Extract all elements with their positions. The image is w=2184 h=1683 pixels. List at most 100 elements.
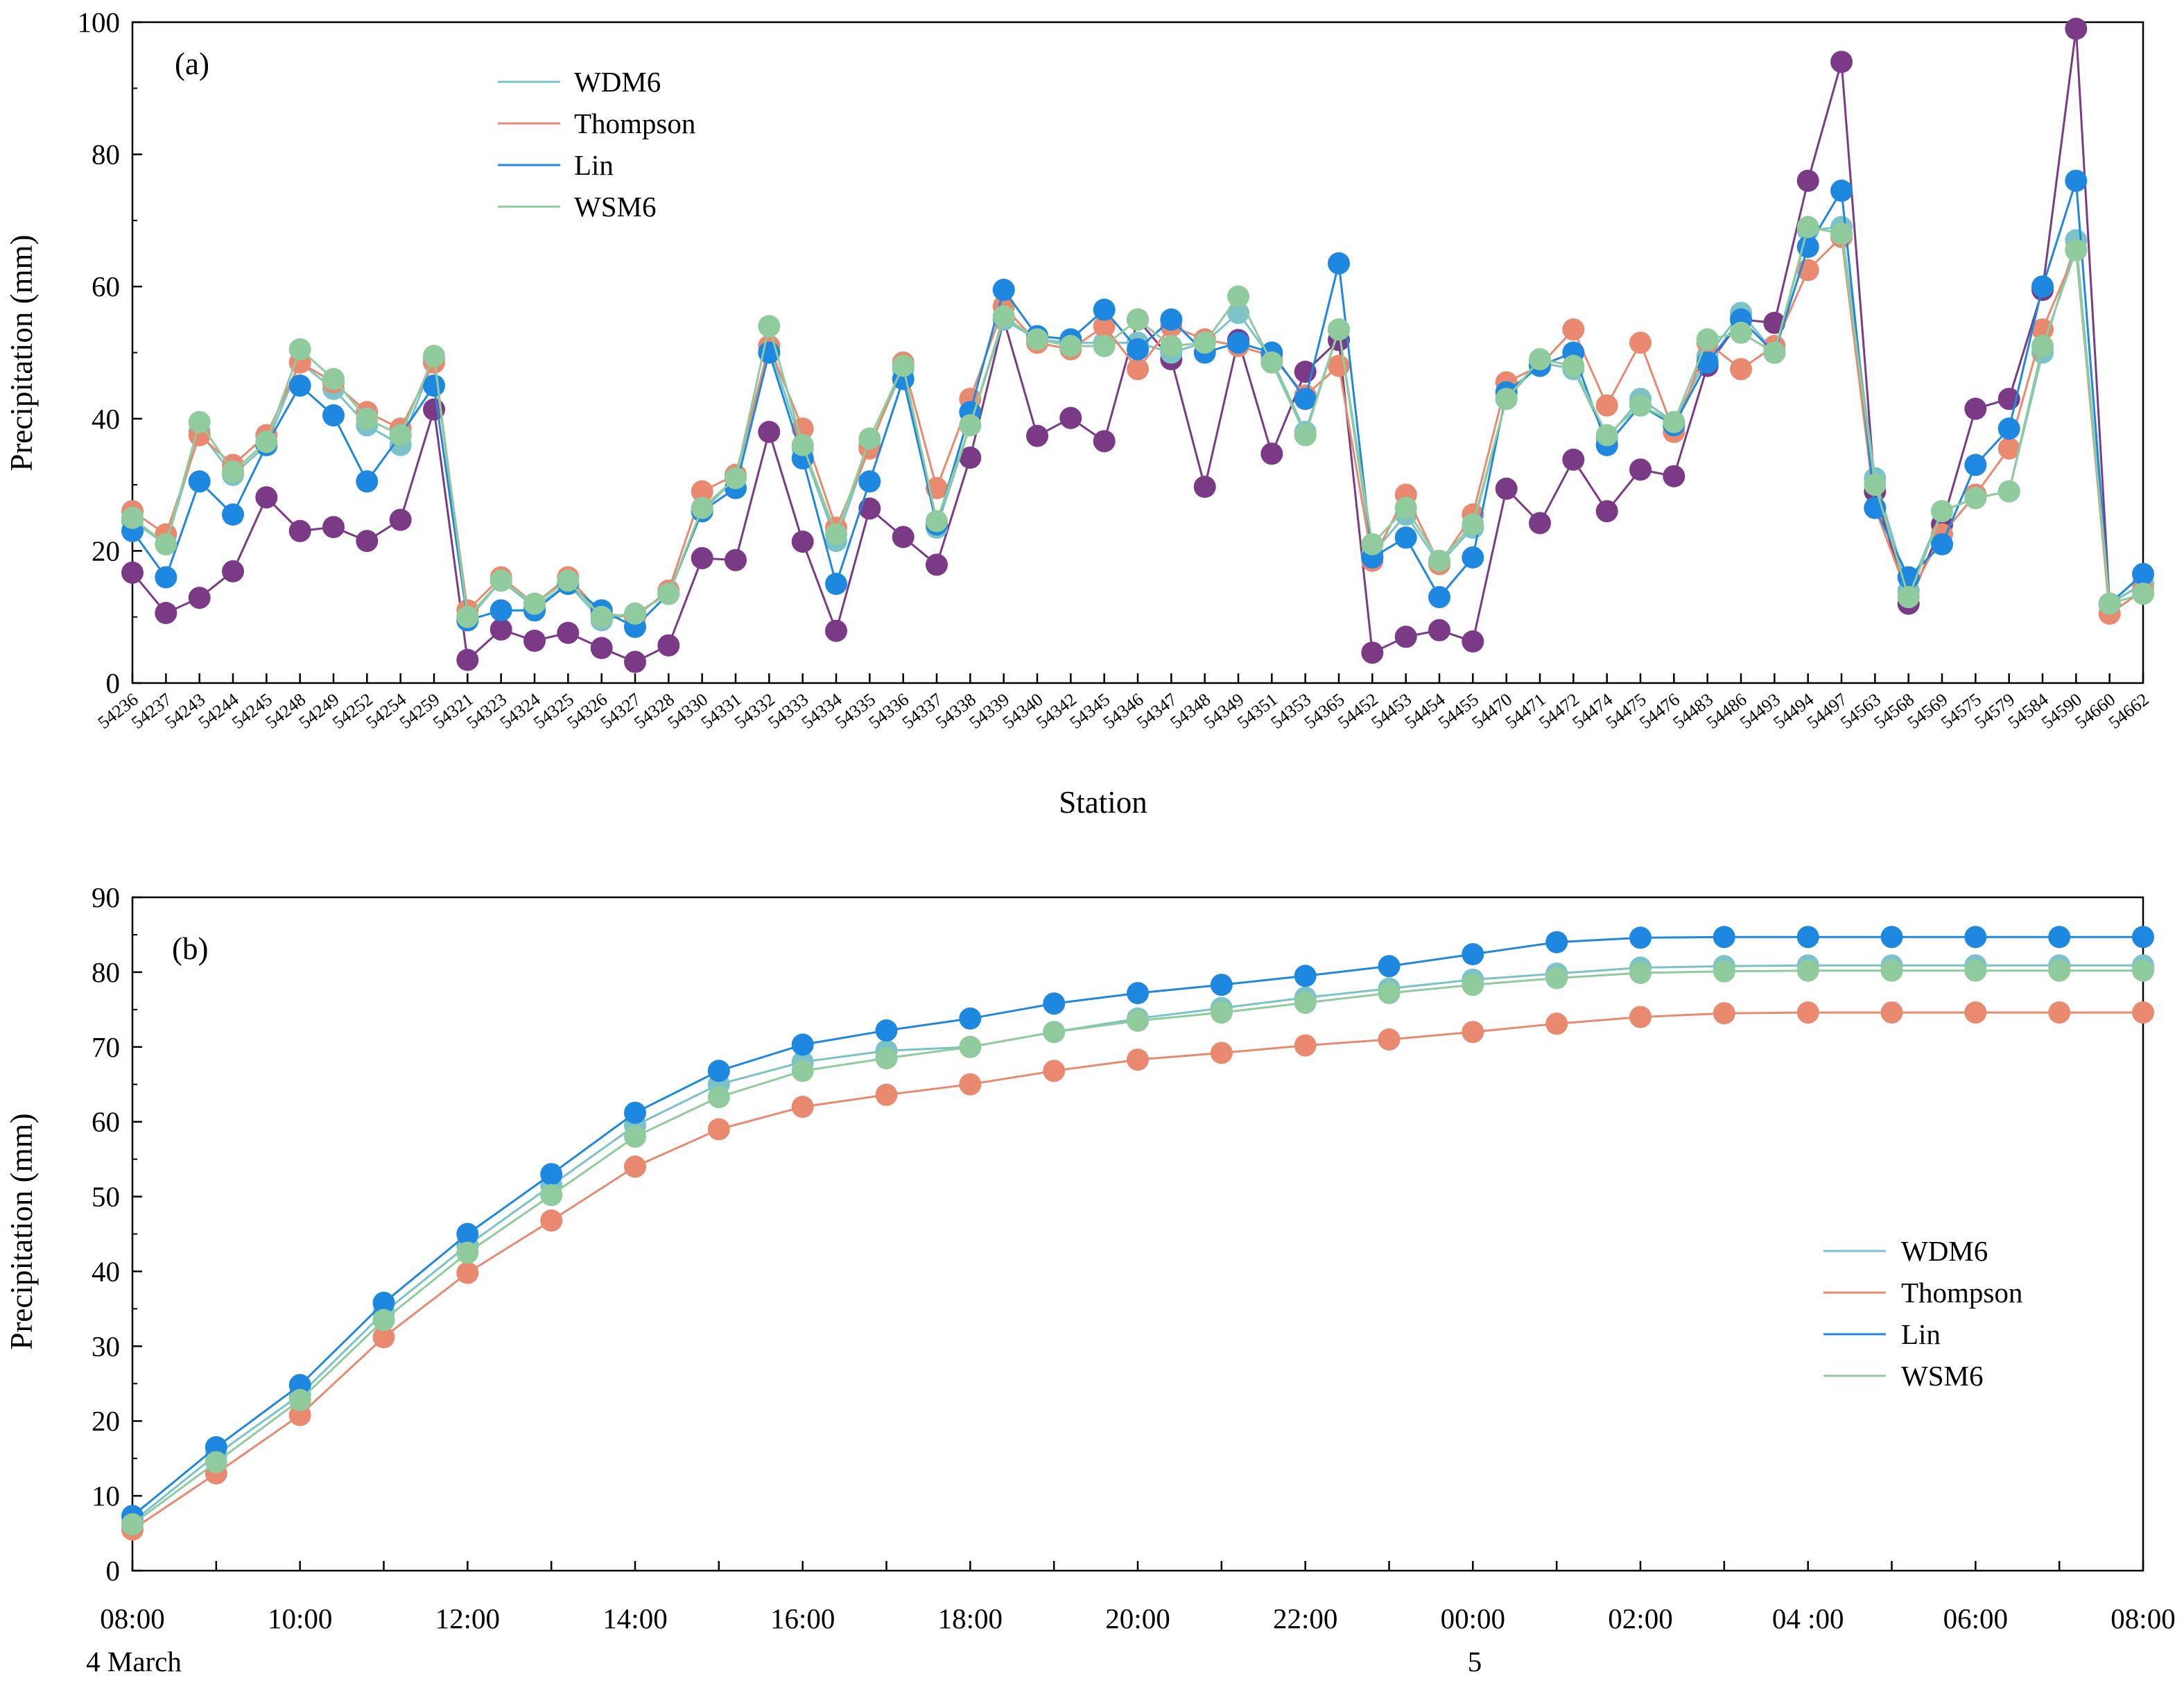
panel-a-point-wsm6 bbox=[959, 414, 982, 437]
panel-b-point-lin bbox=[1713, 926, 1735, 949]
panel-a-point-wsm6 bbox=[1897, 586, 1920, 609]
panel-a-point-wsm6 bbox=[1059, 335, 1082, 357]
panel-b-point-wsm6 bbox=[707, 1086, 730, 1109]
panel-b-point-wsm6 bbox=[959, 1035, 982, 1058]
panel-a-point-observation bbox=[1495, 477, 1518, 500]
panel-a-point-wsm6 bbox=[1595, 424, 1618, 447]
panel-a-point-thompson bbox=[1595, 394, 1618, 417]
panel-a-point-wsm6 bbox=[590, 605, 613, 628]
panel-a-point-observation bbox=[456, 648, 479, 671]
panel-a-point-observation bbox=[892, 526, 915, 549]
panel-a-point-wsm6 bbox=[1127, 308, 1149, 331]
panel-b-point-wsm6 bbox=[2048, 959, 2071, 982]
panel-a-point-wsm6 bbox=[1294, 424, 1317, 447]
panel-a-point-thompson bbox=[1730, 358, 1752, 381]
panel-a-point-lin bbox=[1931, 533, 1953, 555]
panel-a-point-observation bbox=[489, 618, 512, 641]
panel-a-point-observation bbox=[2065, 17, 2088, 40]
panel-a-point-observation bbox=[1964, 397, 1987, 420]
panel-a-point-wsm6 bbox=[1730, 321, 1752, 344]
panel-b-x-tick-label: 08:00 bbox=[2111, 1603, 2175, 1634]
panel-a-point-wsm6 bbox=[456, 605, 479, 628]
panel-a-y-tick-label: 20 bbox=[92, 535, 120, 567]
panel-a-point-wsm6 bbox=[423, 345, 445, 368]
panel-a-point-wsm6 bbox=[1830, 223, 1853, 245]
panel-a-point-observation bbox=[725, 549, 747, 571]
panel-b-label: (b) bbox=[172, 931, 208, 966]
panel-a-point-wsm6 bbox=[2065, 239, 2088, 261]
panel-b-point-wsm6 bbox=[1210, 1001, 1233, 1024]
panel-a-point-wsm6 bbox=[523, 592, 546, 615]
panel-a-point-observation bbox=[288, 519, 311, 542]
panel-b-point-lin bbox=[1462, 943, 1484, 965]
panel-b-point-wsm6 bbox=[1880, 959, 1903, 982]
panel-b-x-tick-label: 18:00 bbox=[938, 1603, 1003, 1634]
panel-a-point-wsm6 bbox=[155, 533, 177, 555]
panel-b-point-wsm6 bbox=[1796, 959, 1819, 982]
panel-a-series bbox=[121, 17, 2154, 673]
panel-a-point-wsm6 bbox=[356, 407, 379, 430]
panel-b-point-lin bbox=[791, 1033, 814, 1056]
panel-a-point-observation bbox=[1462, 630, 1484, 653]
panel-b-point-thompson bbox=[624, 1155, 646, 1178]
panel-b-point-lin bbox=[1545, 931, 1568, 953]
panel-a-point-wsm6 bbox=[892, 354, 915, 377]
panel-a-y-tick-label: 40 bbox=[92, 403, 120, 435]
panel-b-point-thompson bbox=[1462, 1021, 1484, 1044]
panel-a-point-observation bbox=[624, 650, 646, 673]
panel-a-legend-label-wdm6: WDM6 bbox=[574, 66, 661, 98]
panel-a-x-axis-title: Station bbox=[1059, 785, 1147, 820]
panel-a-point-lin bbox=[1227, 331, 1249, 354]
panel-a-point-wsm6 bbox=[288, 338, 311, 361]
panel-a-line-wsm6 bbox=[132, 225, 2144, 620]
panel-a-chart: 0204060801005423654237542435424454245542… bbox=[4, 6, 2154, 820]
panel-a-point-observation bbox=[356, 530, 379, 553]
panel-a-legend: WDM6 Thompson Lin WSM6 bbox=[498, 66, 695, 223]
panel-a-point-wsm6 bbox=[1026, 328, 1048, 351]
panel-a-point-wsm6 bbox=[1093, 335, 1116, 357]
panel-a-point-wsm6 bbox=[1260, 351, 1283, 374]
panel-b-axes: 0 10 20 30 40 50 60 70 80 90 08:00 10:00 12:00 14:00 1… bbox=[92, 881, 2176, 1634]
panel-b-y-tick-label: 30 bbox=[92, 1330, 120, 1362]
panel-b-series bbox=[121, 926, 2154, 1541]
panel-a-x-tick-label: 54662 bbox=[2105, 689, 2153, 733]
panel-b-chart: 0 10 20 30 40 50 60 70 80 90 08:00 10:00 12:00 14:00 1… bbox=[4, 881, 2176, 1677]
panel-a-point-wsm6 bbox=[926, 510, 948, 533]
panel-a-point-wsm6 bbox=[322, 368, 345, 390]
panel-a-point-wsm6 bbox=[1394, 497, 1417, 519]
panel-a-point-thompson bbox=[1562, 318, 1585, 341]
panel-b-y-tick-label: 20 bbox=[92, 1405, 120, 1437]
panel-a-point-wsm6 bbox=[1160, 335, 1183, 357]
panel-a-point-wsm6 bbox=[389, 424, 412, 447]
panel-a-point-observation bbox=[959, 447, 982, 469]
panel-a-point-observation bbox=[791, 530, 814, 553]
panel-a-y-tick-label: 100 bbox=[78, 6, 121, 38]
panel-a-point-observation bbox=[1830, 51, 1853, 74]
panel-b-point-thompson bbox=[959, 1073, 982, 1096]
panel-b-point-wsm6 bbox=[875, 1047, 898, 1069]
panel-a-point-lin bbox=[2031, 275, 2054, 298]
panel-b-point-lin bbox=[1210, 974, 1233, 996]
panel-a-point-wsm6 bbox=[1629, 394, 1652, 417]
panel-a-point-lin bbox=[1796, 236, 1819, 258]
panel-b-point-thompson bbox=[1294, 1034, 1317, 1057]
panel-b-x-tick-label: 20:00 bbox=[1105, 1603, 1170, 1634]
panel-a-point-lin bbox=[1428, 586, 1450, 609]
panel-a-point-observation bbox=[590, 637, 613, 659]
panel-a-point-wsm6 bbox=[657, 582, 680, 605]
panel-a-point-wsm6 bbox=[791, 433, 814, 456]
panel-b-point-lin bbox=[2132, 926, 2154, 949]
panel-a-point-observation bbox=[825, 619, 847, 642]
panel-b-series-wsm6 bbox=[121, 959, 2154, 1536]
panel-b-point-lin bbox=[1629, 926, 1652, 949]
panel-a-point-wsm6 bbox=[557, 569, 580, 592]
panel-a-point-wsm6 bbox=[1696, 328, 1719, 351]
panel-a-point-lin bbox=[858, 470, 881, 493]
panel-b-point-thompson bbox=[791, 1096, 814, 1119]
panel-b-point-thompson bbox=[1127, 1048, 1149, 1071]
panel-b-point-wsm6 bbox=[1713, 960, 1735, 983]
panel-a-point-wsm6 bbox=[1562, 354, 1585, 377]
panel-b-point-thompson bbox=[1880, 1001, 1903, 1024]
panel-b-point-lin bbox=[1796, 926, 1819, 949]
